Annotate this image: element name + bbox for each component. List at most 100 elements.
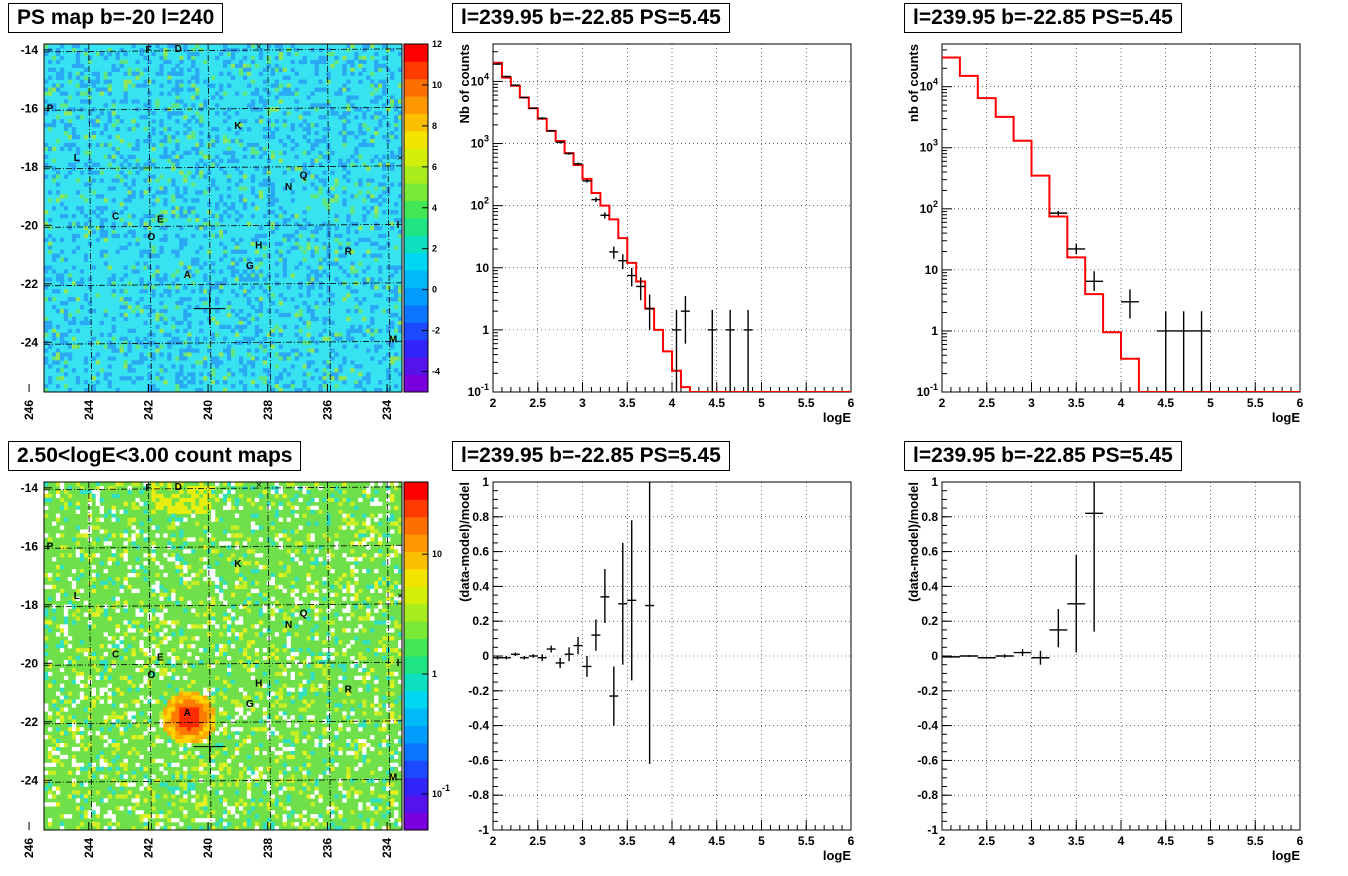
data-point: [1031, 650, 1050, 665]
data-point: [1067, 555, 1086, 653]
x-tick-label: 236: [320, 400, 334, 420]
colorbar-segment: [404, 200, 428, 219]
source-label: O: [148, 670, 156, 681]
y-tick-label: -14: [21, 43, 39, 57]
y-tick-label: -22: [21, 277, 39, 291]
x-tick-label: 6: [848, 834, 855, 848]
x-tick-label: 2: [490, 834, 497, 848]
x-tick-label: 242: [141, 838, 155, 858]
colorbar-segment: [404, 725, 428, 744]
source-label: E: [157, 652, 164, 663]
colorbar-segment: [404, 812, 428, 831]
x-tick-label: 244: [82, 838, 96, 858]
y-tick-label: 103: [471, 134, 489, 151]
map1-plot: 246 244 242 240 238 236 234-14-16-18-20-22-24F…: [21, 39, 442, 420]
source-label: N: [285, 620, 292, 631]
y-tick-label: 1: [931, 475, 938, 489]
graticule-b: [43, 778, 403, 783]
x-tick-label: 5.5: [798, 834, 815, 848]
colorbar-segment: [404, 287, 428, 306]
spec1-title: l=239.95 b=-22.85 PS=5.45: [452, 3, 730, 33]
data-point: [564, 647, 574, 662]
colorbar-segment: [404, 131, 428, 149]
x-tick-label: 2.5: [978, 834, 995, 848]
data-point: [573, 636, 583, 655]
y-tick-label: -20: [21, 656, 39, 670]
y-tick-label: -1: [478, 823, 489, 837]
colorbar-segment: [404, 569, 428, 587]
data-point: [591, 619, 601, 651]
edge-marker: ×: [256, 480, 262, 491]
graticule-l: [267, 481, 272, 831]
source-label: L: [74, 153, 80, 164]
x-tick-label: 3: [1028, 396, 1035, 410]
data-point: [582, 656, 592, 677]
data-point: [537, 117, 547, 120]
colorbar-segment: [404, 165, 428, 184]
colorbar-segment: [404, 777, 428, 796]
colorbar-tick-label: 6: [432, 162, 437, 172]
data-point: [510, 652, 520, 656]
graticule-l: [207, 481, 212, 831]
data-point: [519, 96, 529, 99]
x-tick-label: 4: [1118, 396, 1125, 410]
y-tick-label: 0.6: [472, 545, 489, 559]
x-tick-label: 3: [1028, 834, 1035, 848]
x-tick-label: 238: [261, 838, 275, 858]
x-tick-label: 4: [669, 396, 676, 410]
colorbar-tick-label: -4: [432, 367, 440, 377]
x-tick-label: 4: [1118, 834, 1125, 848]
data-point: [707, 309, 717, 392]
source-label: H: [255, 679, 262, 690]
x-tick-label: 4.5: [708, 834, 725, 848]
y-tick-label: 104: [471, 71, 489, 88]
y-tick-label: 0.2: [472, 614, 489, 628]
data-point: [493, 656, 502, 660]
x-axis-label: logE: [1272, 410, 1300, 425]
source-label: A: [184, 708, 191, 719]
graticule-b: [43, 603, 403, 608]
source-label: D: [175, 482, 182, 493]
res2-marks: [942, 482, 1104, 665]
x-tick-label: 5.5: [1247, 834, 1264, 848]
y-tick-label: 10: [925, 263, 939, 277]
graticule-l: [386, 481, 391, 831]
x-tick-label: 3.5: [1068, 834, 1085, 848]
y-axis-label: nb of counts: [906, 44, 921, 122]
y-tick-label: -16: [21, 539, 39, 553]
x-tick-label: 2: [939, 396, 946, 410]
res1-marks: [493, 482, 655, 764]
x-tick-label: 4.5: [1157, 396, 1174, 410]
graticule-b: [43, 282, 403, 287]
data-point: [743, 309, 753, 392]
data-point: [609, 246, 619, 259]
x-tick-label: 4.5: [1157, 834, 1174, 848]
y-tick-label: 0.8: [921, 510, 938, 524]
data-point: [680, 296, 690, 344]
data-point: [493, 63, 502, 65]
data-point: [555, 657, 565, 669]
data-point: [618, 542, 628, 665]
y-tick-label: 102: [920, 199, 938, 216]
y-axis-label: Nb of counts: [457, 44, 472, 123]
x-tick-label: 6: [1297, 834, 1304, 848]
colorbar-tick-label: 4: [432, 203, 437, 213]
colorbar-tick-label: 2: [432, 244, 437, 254]
map2-title: 2.50<logE<3.00 count maps: [8, 441, 302, 471]
y-tick-label: -24: [21, 335, 39, 349]
colorbar-segment: [404, 708, 428, 726]
graticule-b: [43, 544, 403, 549]
colorbar-segment: [404, 96, 428, 114]
source-label: M: [389, 334, 397, 345]
x-tick-label: 3: [579, 834, 586, 848]
source-label: F: [145, 45, 151, 56]
map2-frame: [43, 481, 403, 831]
source-label: L: [74, 591, 80, 602]
colorbar-segment: [404, 795, 428, 813]
colorbar-segment: [404, 44, 428, 62]
data-point: [564, 152, 574, 155]
colorbar-segment: [404, 270, 428, 288]
data-point: [609, 666, 619, 726]
y-tick-label: 0: [482, 649, 489, 663]
